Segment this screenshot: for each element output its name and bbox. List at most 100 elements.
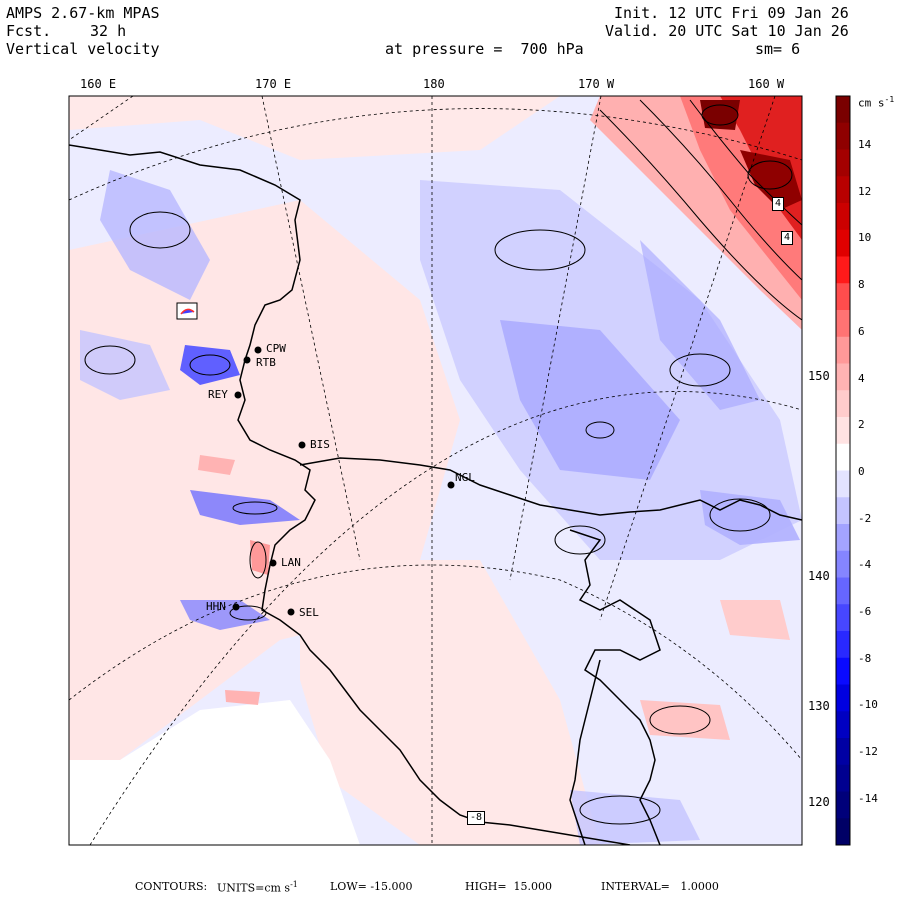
station-label-ngl: NGL: [455, 471, 475, 484]
colorbar-swatch: [836, 497, 850, 525]
station-markers: [232, 346, 455, 616]
lon-label-160e: 160 E: [80, 77, 117, 91]
colorbar-swatch: [836, 604, 850, 632]
colorbar-swatch: [836, 417, 850, 445]
map-frame: [68, 95, 803, 846]
colorbar-swatch: [836, 203, 850, 231]
colorbar-swatch: [836, 122, 850, 150]
colorbar-swatch: [836, 363, 850, 391]
colorbar-swatch: [836, 336, 850, 364]
colorbar-swatch: [836, 711, 850, 739]
lon-label-170e: 170 E: [255, 77, 292, 91]
station-dot-rtb: [243, 356, 251, 364]
footer-contours: CONTOURS:: [135, 880, 208, 893]
station-label-sel: SEL: [299, 606, 319, 619]
colorbar-tick-label: -8: [858, 651, 872, 665]
station-dot-bis: [298, 441, 306, 449]
contour-box-label-1: 4: [772, 197, 785, 211]
colorbar-tick-label: 12: [858, 184, 872, 198]
colorbar-swatch: [836, 470, 850, 498]
colorbar-swatch: [836, 96, 850, 124]
field-shelf-pink: [300, 560, 600, 845]
colorbar-swatch: [836, 657, 850, 685]
colorbar: [836, 96, 850, 846]
station-label-rey: REY: [208, 388, 228, 401]
updraft-peak-2: [700, 100, 740, 130]
colorbar-tick-label: -4: [858, 558, 872, 572]
colorbar-swatch: [836, 684, 850, 712]
footer-low: LOW= -15.000: [330, 880, 413, 893]
field-pink-region: [69, 200, 460, 760]
red-patch-1: [250, 540, 270, 575]
graticule: [69, 96, 802, 845]
colorbar-swatch: [836, 631, 850, 659]
red-patch-4: [640, 700, 730, 740]
blue-patch-4: [190, 490, 300, 525]
station-label-lan: LAN: [281, 556, 301, 569]
station-dot-lan: [269, 559, 277, 567]
variable-name: Vertical velocity: [6, 40, 160, 58]
colorbar-frame: [835, 95, 851, 846]
blue-patch-3: [80, 330, 170, 400]
lon-label-170w: 170 W: [578, 77, 615, 91]
footer-units-text: UNITS=cm s: [217, 881, 291, 895]
field-north-pink: [69, 96, 560, 160]
station-dot-ngl: [447, 481, 455, 489]
colorbar-tick-label: -12: [858, 745, 878, 759]
footer-high: HIGH= 15.000: [465, 880, 553, 893]
red-patch-2: [198, 455, 235, 475]
blue-patch-5: [180, 600, 270, 630]
station-dot-sel: [287, 608, 295, 616]
footer-interval: INTERVAL= 1.0000: [601, 880, 719, 893]
colorbar-tick-label: 6: [858, 324, 865, 338]
colorbar-units-text: cm s: [858, 96, 885, 110]
map-field: [69, 96, 802, 845]
colorbar-swatch: [836, 738, 850, 766]
station-dot-hhn: [232, 603, 240, 611]
colorbar-tick-label: 0: [858, 464, 865, 478]
colorbar-swatch: [836, 310, 850, 338]
forecast-hour: 32 h: [90, 22, 127, 40]
colorbar-swatch: [836, 764, 850, 792]
colorbar-swatch: [836, 550, 850, 578]
colorbar-tick-label: -2: [858, 511, 872, 525]
footer-units-exp: -1: [290, 880, 298, 889]
colorbar-swatch: [836, 577, 850, 605]
blue-patch-1: [100, 170, 210, 300]
colorbar-tick-label: 14: [858, 138, 872, 151]
colorbar-swatch: [836, 176, 850, 204]
feature-box-mark: [180, 308, 195, 315]
footer-units: UNITS=cm s-1: [217, 880, 298, 895]
forecast-label: Fcst.: [6, 22, 52, 40]
blue-patch-7: [570, 790, 700, 845]
red-patch-3: [225, 690, 260, 705]
lon-label-160w: 160 W: [748, 77, 785, 91]
colorbar-tick-label: -6: [858, 605, 872, 618]
pressure-level: at pressure = 700 hPa: [385, 40, 584, 58]
colorbar-swatch: [836, 443, 850, 471]
colorbar-swatch: [836, 229, 850, 257]
contour-box-label-3: -8: [467, 811, 486, 825]
station-label-rtb: RTB: [256, 356, 276, 369]
colorbar-tick-label: 10: [858, 231, 872, 245]
colorbar-tick-label: -10: [858, 698, 878, 712]
model-name: AMPS 2.67-km MPAS: [6, 4, 160, 22]
downdraft-core: [500, 320, 680, 480]
station-dot-cpw: [254, 346, 262, 354]
station-label-bis: BIS: [310, 438, 330, 451]
lon-label-180: 180: [423, 77, 445, 91]
colorbar-swatch: [836, 818, 850, 846]
colorbar-swatch: [836, 256, 850, 284]
valid-time: Valid. 20 UTC Sat 10 Jan 26: [605, 22, 849, 40]
smoothing: sm= 6: [755, 40, 801, 58]
colorbar-swatch: [836, 283, 850, 311]
station-label-hhn: HHN: [206, 600, 226, 613]
colorbar-swatch: [836, 524, 850, 552]
colorbar-tick-label: 4: [858, 371, 865, 385]
red-patch-5: [720, 600, 790, 640]
init-time: Init. 12 UTC Fri 09 Jan 26: [614, 4, 849, 22]
blue-patch-2: [180, 345, 240, 385]
colorbar-swatch: [836, 390, 850, 418]
station-label-cpw: CPW: [266, 342, 286, 355]
